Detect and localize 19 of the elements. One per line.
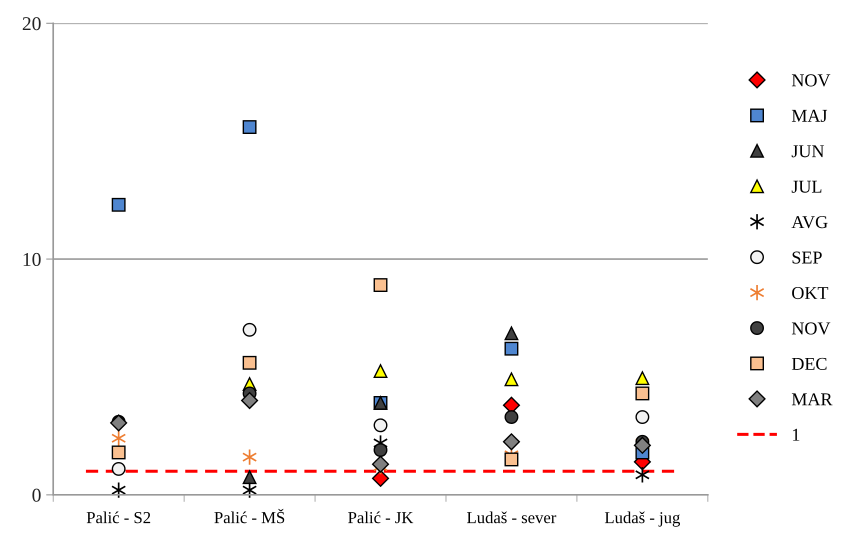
legend-label: 1 <box>792 428 800 441</box>
legend-label: DEC <box>792 358 826 370</box>
x-tick-label: Palić - S2 <box>86 511 150 524</box>
y-tick-label: 0 <box>32 488 41 502</box>
legend-label: SEP <box>792 252 822 264</box>
legend-label: MAR <box>792 393 832 406</box>
x-tick-label: Ludaš - sever <box>467 511 556 524</box>
x-tick-label: Palić - MŠ <box>214 508 284 524</box>
x-tick-label: Palić - JK <box>348 511 414 524</box>
y-tick-label: 20 <box>22 17 41 30</box>
legend-label: NOV <box>792 322 830 335</box>
legend-label: JUL <box>792 180 822 193</box>
legend-label: OKT <box>792 286 828 300</box>
legend-label: AVG <box>792 216 828 228</box>
legend-label: JUN <box>792 145 824 158</box>
y-tick-label: 10 <box>24 252 41 266</box>
x-tick-label: Ludaš - jug <box>604 512 680 527</box>
legend-label: MAJ <box>792 110 828 122</box>
legend-label: NOV <box>792 74 830 87</box>
